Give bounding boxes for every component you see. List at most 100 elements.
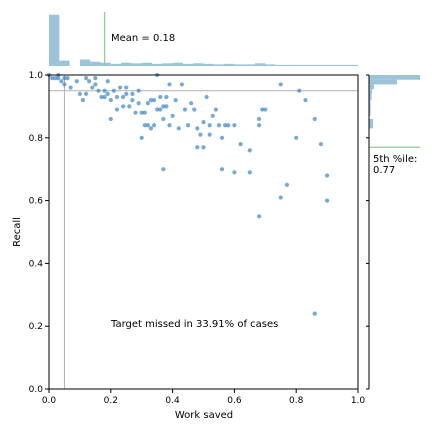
x-tick-label: 0.2 bbox=[104, 396, 118, 406]
scatter-point bbox=[80, 98, 86, 103]
scatter-point bbox=[83, 91, 89, 96]
scatter-point bbox=[318, 141, 324, 147]
x-hist-bar bbox=[234, 64, 245, 66]
y-tick-label: 0.8 bbox=[29, 134, 44, 144]
scatter-point bbox=[158, 107, 163, 112]
scatter-point bbox=[185, 123, 191, 128]
scatter-point bbox=[53, 76, 58, 81]
scatter-point bbox=[182, 107, 188, 112]
y-tick-label: 0.0 bbox=[29, 385, 44, 395]
x-tick-label: 1.0 bbox=[351, 396, 366, 406]
scatter-point bbox=[325, 173, 330, 178]
scatter-point bbox=[297, 88, 302, 93]
x-hist-bar bbox=[285, 64, 297, 66]
scatter-point bbox=[102, 94, 107, 100]
x-hist-bar bbox=[203, 63, 214, 66]
x-hist-bar bbox=[306, 64, 317, 66]
x-tick-label: 0.8 bbox=[289, 396, 304, 406]
x-hist-bar bbox=[275, 64, 286, 66]
scatter-point bbox=[130, 91, 135, 96]
x-hist-bar bbox=[182, 63, 194, 66]
scatter-point bbox=[56, 76, 61, 81]
x-hist-bar bbox=[327, 64, 338, 66]
x-hist-bar bbox=[100, 62, 111, 66]
recall-histogram bbox=[366, 74, 420, 390]
scatter-point bbox=[216, 123, 222, 128]
x-hist-bar bbox=[347, 64, 358, 66]
x-hist-bar bbox=[316, 64, 328, 66]
y-hist-bar bbox=[369, 96, 372, 101]
scatter-point bbox=[201, 120, 206, 125]
x-hist-bar bbox=[337, 64, 348, 66]
y-tick-label: 1.0 bbox=[29, 71, 44, 81]
scatter-point bbox=[74, 79, 79, 84]
scatter-point bbox=[170, 113, 175, 118]
y-tick-label: 0.6 bbox=[29, 197, 44, 207]
x-hist-bar bbox=[141, 62, 152, 66]
scatter-point bbox=[164, 94, 169, 100]
target-missed-annotation: Target missed in 33.91% of cases bbox=[110, 319, 278, 330]
x-hist-bar bbox=[193, 63, 204, 66]
scatter-point bbox=[210, 113, 215, 118]
scatter-point bbox=[108, 98, 113, 103]
scatter-point bbox=[278, 195, 283, 200]
y-hist-bar bbox=[369, 93, 372, 97]
scatter-point bbox=[148, 126, 154, 131]
x-hist-bar bbox=[79, 59, 91, 66]
scatter-point bbox=[117, 85, 123, 90]
scatter-point bbox=[145, 101, 150, 106]
scatter-point bbox=[294, 135, 299, 140]
x-hist-bar bbox=[162, 63, 173, 66]
scatter-point bbox=[87, 79, 92, 84]
scatter-point bbox=[124, 85, 129, 90]
scatter-point bbox=[226, 123, 231, 128]
scatter-point bbox=[198, 132, 203, 137]
y-hist-bar bbox=[369, 100, 371, 116]
x-tick-label: 0.0 bbox=[42, 396, 57, 406]
scatter-point bbox=[136, 88, 141, 93]
scatter-point bbox=[284, 182, 290, 187]
scatter-point bbox=[247, 170, 252, 175]
scatter-point bbox=[207, 132, 212, 137]
scatter-point bbox=[176, 126, 181, 131]
scatter-point bbox=[195, 126, 200, 131]
scatter-point bbox=[102, 88, 107, 93]
scatter-point bbox=[145, 123, 150, 128]
scatter-point bbox=[232, 170, 237, 175]
scatter-point bbox=[155, 107, 160, 112]
scatter-point bbox=[68, 85, 73, 90]
x-hist-bar bbox=[255, 63, 266, 66]
x-hist-bar bbox=[49, 14, 60, 66]
scatter-point bbox=[158, 94, 163, 100]
scatter-point bbox=[121, 94, 126, 100]
scatter-point bbox=[121, 104, 126, 109]
x-hist-bar bbox=[121, 62, 132, 66]
y-hist-bar bbox=[369, 75, 420, 80]
scatter-point bbox=[195, 145, 200, 150]
y-hist-bar bbox=[369, 84, 375, 90]
scatter-point bbox=[192, 107, 197, 112]
scatter-point bbox=[62, 82, 67, 87]
axes-frame bbox=[48, 74, 359, 390]
scatter-point bbox=[151, 123, 157, 128]
scatter-point bbox=[167, 82, 172, 87]
x-hist-bar bbox=[110, 63, 122, 66]
scatter-point bbox=[108, 116, 113, 122]
scatter-point bbox=[96, 88, 101, 93]
scatter-point bbox=[238, 141, 243, 147]
scatter-point bbox=[151, 98, 157, 103]
scatter-point bbox=[223, 123, 228, 128]
scatter-point bbox=[49, 76, 55, 81]
scatter-point bbox=[65, 76, 70, 81]
scatter-point bbox=[114, 94, 120, 100]
scatter-point bbox=[148, 98, 154, 103]
scatter-point bbox=[173, 98, 178, 103]
scatter-point bbox=[257, 123, 262, 128]
scatter-point bbox=[161, 104, 166, 109]
scatter-point bbox=[303, 98, 308, 103]
x-hist-bar bbox=[172, 62, 183, 66]
scatter-point bbox=[232, 123, 237, 128]
x-hist-bar bbox=[244, 64, 255, 66]
x-hist-bar bbox=[265, 64, 276, 66]
